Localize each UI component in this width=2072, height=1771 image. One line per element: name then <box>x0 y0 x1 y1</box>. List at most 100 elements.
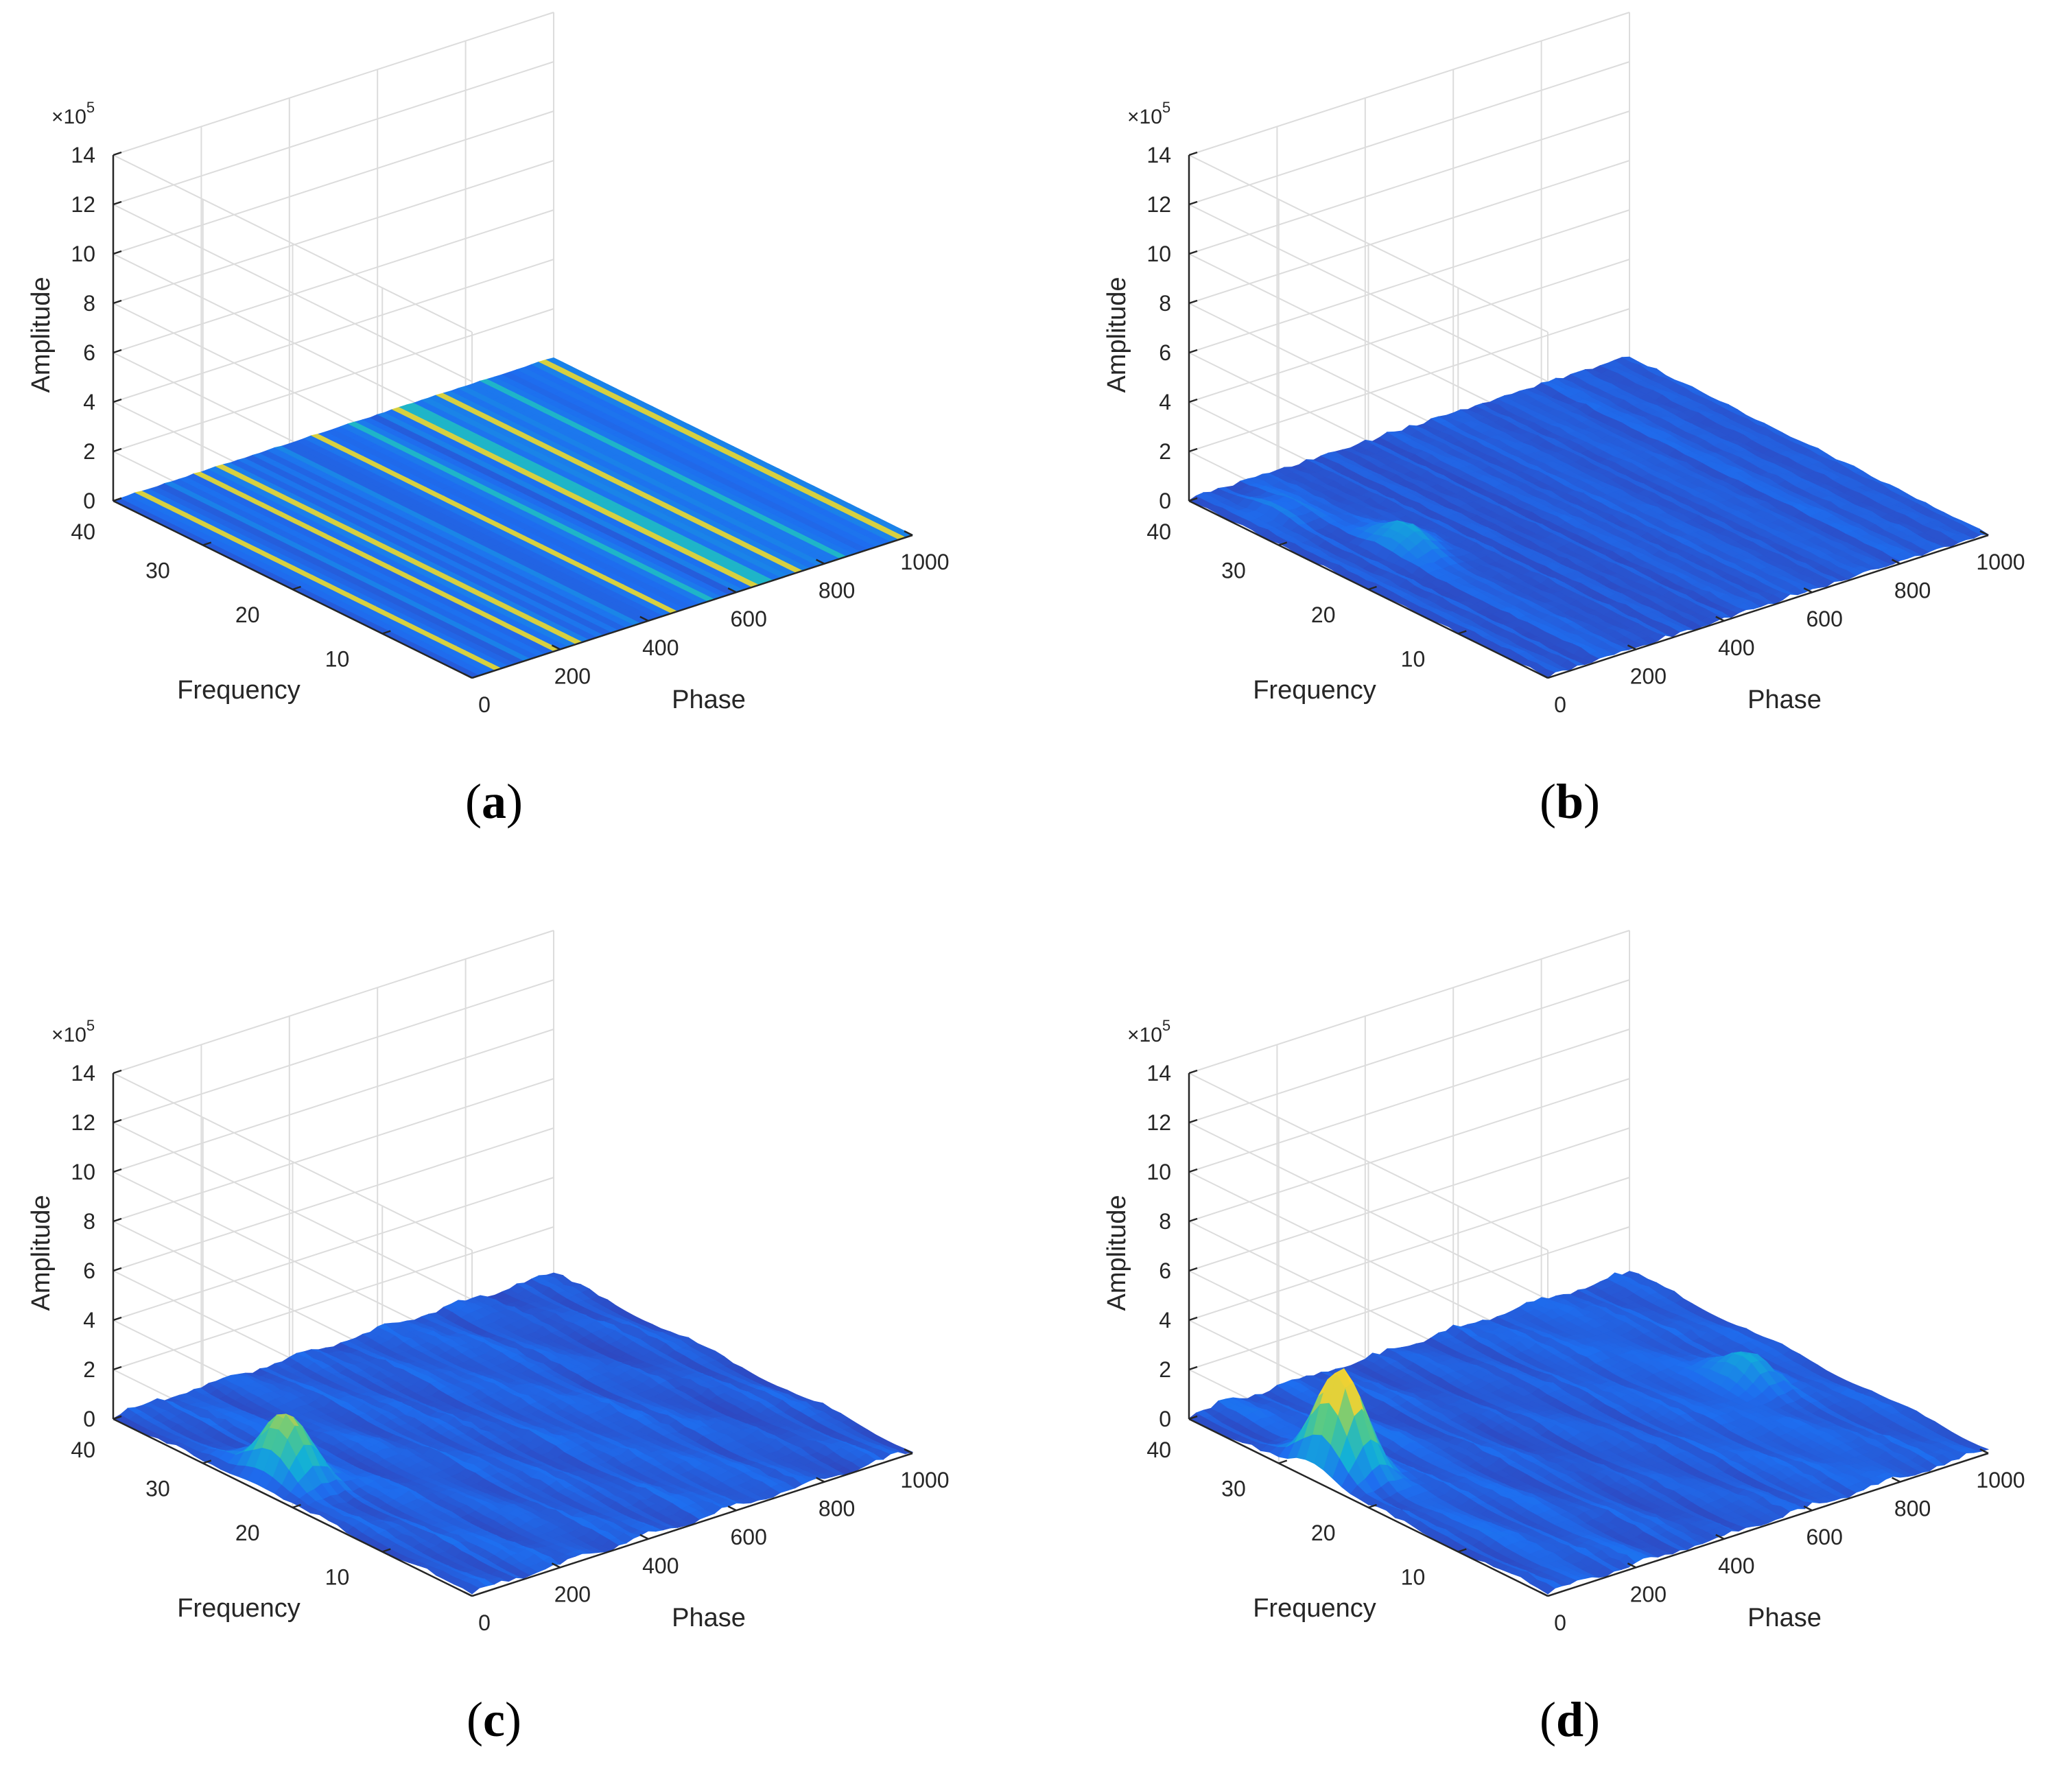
phase-axis-label: Phase <box>672 685 746 714</box>
phase-tick-label: 600 <box>1806 1525 1843 1549</box>
phase-tick-label: 800 <box>819 578 855 603</box>
z-axis-label: Amplitude <box>27 1195 56 1311</box>
frequency-tick-label: 30 <box>1221 1477 1246 1501</box>
z-tick-label: 2 <box>1159 439 1171 464</box>
frequency-axis-label: Frequency <box>1253 1594 1376 1623</box>
z-tick-label: 0 <box>83 1407 95 1431</box>
z-exponent-label: ×105 <box>51 99 95 128</box>
z-tick-label: 14 <box>1146 143 1171 167</box>
z-tick-label: 14 <box>1146 1061 1171 1086</box>
panel-c: 024681012141020304002004006008001000×105… <box>27 930 950 1747</box>
z-tick-label: 12 <box>71 1110 95 1135</box>
phase-tick-label: 1000 <box>900 550 949 574</box>
z-tick-label: 10 <box>1146 1160 1171 1184</box>
z-tick-label: 6 <box>83 340 95 365</box>
frequency-tick-label: 10 <box>1401 1565 1426 1590</box>
z-tick-label: 0 <box>1159 1407 1171 1431</box>
frequency-tick-label: 40 <box>71 519 95 544</box>
frequency-axis-label: Frequency <box>1253 676 1376 705</box>
z-tick-label: 10 <box>1146 242 1171 266</box>
z-tick-label: 12 <box>1146 1110 1171 1135</box>
phase-tick-label: 200 <box>1630 664 1667 688</box>
z-axis-label: Amplitude <box>1103 277 1131 393</box>
panel-d: 024681012141020304002004006008001000×105… <box>1103 930 2025 1747</box>
z-tick-label: 8 <box>83 291 95 316</box>
frequency-tick-label: 20 <box>235 1521 260 1545</box>
z-tick-label: 8 <box>83 1209 95 1234</box>
axes: 024681012141020304002004006008001000×105… <box>27 99 950 717</box>
phase-tick-label: 1000 <box>1976 550 2025 574</box>
phase-tick-label: 400 <box>1718 1553 1754 1578</box>
phase-tick-label: 600 <box>731 607 767 631</box>
phase-tick-label: 0 <box>478 1610 491 1635</box>
z-exponent-label: ×105 <box>1127 99 1170 128</box>
frequency-tick-label: 10 <box>325 1565 350 1590</box>
axes: 024681012141020304002004006008001000×105… <box>1103 1017 2025 1635</box>
phase-tick-label: 200 <box>1630 1582 1667 1606</box>
frequency-tick-label: 20 <box>1311 602 1336 627</box>
phase-tick-label: 600 <box>731 1525 767 1549</box>
phase-tick-label: 800 <box>819 1497 855 1521</box>
frequency-tick-label: 20 <box>235 602 260 627</box>
z-axis-label: Amplitude <box>27 277 56 393</box>
phase-tick-label: 0 <box>1554 692 1566 717</box>
phase-axis-label: Phase <box>1747 1604 1822 1632</box>
phase-axis-label: Phase <box>1747 685 1822 714</box>
z-tick-label: 6 <box>1159 340 1171 365</box>
phase-tick-label: 1000 <box>900 1468 949 1492</box>
frequency-tick-label: 30 <box>145 1477 170 1501</box>
z-tick-label: 14 <box>71 1061 95 1086</box>
panel-caption: (c) <box>467 1692 521 1747</box>
panel-caption: (d) <box>1540 1692 1600 1747</box>
phase-tick-label: 200 <box>554 1582 591 1606</box>
surface <box>1188 356 1990 679</box>
frequency-axis-label: Frequency <box>177 1594 301 1623</box>
frequency-tick-label: 40 <box>71 1438 95 1462</box>
phase-axis-label: Phase <box>672 1604 746 1632</box>
panel-caption: (a) <box>465 774 523 829</box>
z-tick-label: 2 <box>83 439 95 464</box>
z-axis-label: Amplitude <box>1103 1195 1131 1311</box>
frequency-tick-label: 10 <box>1401 647 1426 672</box>
z-tick-label: 14 <box>71 143 95 167</box>
panel-b: 024681012141020304002004006008001000×105… <box>1103 12 2025 829</box>
phase-tick-label: 0 <box>1554 1610 1566 1635</box>
frequency-axis-label: Frequency <box>177 676 301 705</box>
z-tick-label: 4 <box>1159 1308 1171 1333</box>
z-tick-label: 12 <box>71 192 95 217</box>
frequency-tick-label: 20 <box>1311 1521 1336 1545</box>
z-tick-label: 8 <box>1159 1209 1171 1234</box>
phase-tick-label: 1000 <box>1976 1468 2025 1492</box>
panel-a: 024681012141020304002004006008001000×105… <box>27 12 950 829</box>
frequency-tick-label: 30 <box>1221 559 1246 583</box>
z-tick-label: 6 <box>83 1258 95 1283</box>
axes: 024681012141020304002004006008001000×105… <box>27 1017 950 1635</box>
z-tick-label: 10 <box>71 1160 95 1184</box>
phase-tick-label: 400 <box>642 635 679 660</box>
z-tick-label: 4 <box>1159 390 1171 414</box>
z-tick-label: 4 <box>83 1308 95 1333</box>
axes: 024681012141020304002004006008001000×105… <box>1103 99 2025 717</box>
z-tick-label: 0 <box>1159 489 1171 513</box>
frequency-tick-label: 10 <box>325 647 350 672</box>
surface <box>112 357 914 679</box>
z-tick-label: 8 <box>1159 291 1171 316</box>
phase-tick-label: 800 <box>1894 578 1931 603</box>
z-exponent-label: ×105 <box>51 1017 95 1046</box>
phase-tick-label: 400 <box>1718 635 1754 660</box>
phase-tick-label: 200 <box>554 664 591 688</box>
surface <box>1188 1271 1990 1595</box>
z-tick-label: 6 <box>1159 1258 1171 1283</box>
z-tick-label: 2 <box>1159 1357 1171 1382</box>
z-tick-label: 0 <box>83 489 95 513</box>
phase-tick-label: 0 <box>478 692 491 717</box>
panel-caption: (b) <box>1540 774 1600 829</box>
z-tick-label: 4 <box>83 390 95 414</box>
frequency-tick-label: 40 <box>1146 1438 1171 1462</box>
surface <box>113 1272 914 1595</box>
phase-tick-label: 800 <box>1894 1497 1931 1521</box>
z-tick-label: 2 <box>83 1357 95 1382</box>
z-tick-label: 12 <box>1146 192 1171 217</box>
frequency-tick-label: 40 <box>1146 519 1171 544</box>
